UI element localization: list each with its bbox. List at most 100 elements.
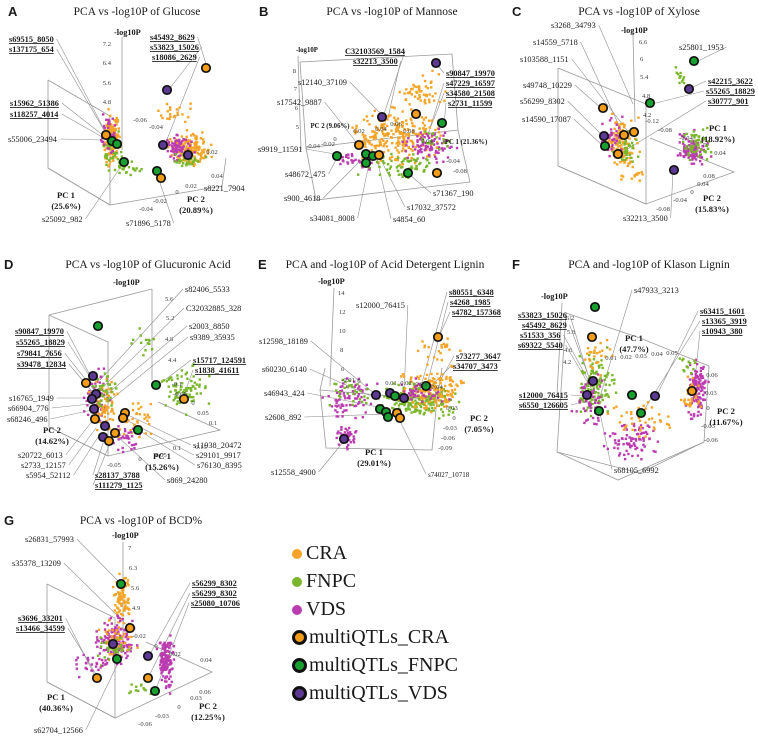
label-leader-line — [651, 90, 705, 105]
data-point — [107, 394, 110, 398]
data-point — [382, 132, 385, 136]
data-point — [413, 159, 417, 162]
data-point — [426, 159, 429, 162]
data-point — [693, 153, 696, 156]
data-point — [341, 378, 344, 382]
qtl-label: s46943_424 — [264, 389, 305, 398]
data-point — [398, 392, 401, 396]
multiqtl-point — [370, 389, 382, 401]
axis-tick: 0.02 — [353, 128, 365, 135]
data-point — [683, 155, 686, 159]
multiqtl-point — [389, 390, 401, 402]
data-point — [159, 661, 163, 664]
data-point — [628, 156, 631, 160]
data-point — [172, 115, 176, 119]
data-point — [419, 138, 422, 141]
data-point — [402, 401, 405, 405]
data-point — [608, 133, 612, 137]
data-point — [693, 155, 697, 159]
data-point — [385, 133, 388, 137]
axis-tick: 0 — [138, 456, 142, 463]
label-leader-line — [380, 159, 406, 208]
data-point — [166, 149, 169, 153]
data-point — [116, 392, 119, 396]
data-point — [127, 601, 130, 605]
data-point — [343, 431, 347, 434]
data-point — [117, 448, 120, 452]
data-point — [107, 122, 110, 126]
data-point — [680, 398, 683, 402]
data-point — [175, 402, 179, 406]
data-point — [705, 144, 708, 148]
multiqtl-point — [376, 111, 388, 123]
data-point — [413, 410, 416, 414]
data-point — [418, 127, 421, 130]
data-point — [103, 641, 106, 644]
data-point — [104, 128, 108, 132]
data-point — [106, 397, 110, 400]
data-point — [687, 156, 690, 159]
data-point — [118, 640, 121, 643]
data-point — [337, 430, 340, 433]
multiqtl-point — [398, 392, 410, 404]
data-point — [425, 94, 428, 98]
data-point — [614, 441, 617, 445]
data-point — [97, 668, 100, 672]
data-point — [412, 386, 415, 389]
data-point — [427, 402, 430, 405]
data-point — [416, 97, 420, 100]
data-point — [426, 355, 430, 359]
data-point — [128, 612, 131, 616]
data-point — [396, 155, 400, 159]
data-point — [169, 115, 172, 118]
label-leader-line — [573, 118, 604, 147]
data-point — [172, 658, 176, 661]
data-point — [694, 395, 698, 398]
axis-tick: 0 — [452, 415, 456, 422]
data-point — [159, 667, 162, 670]
data-point — [613, 138, 616, 141]
data-point — [130, 448, 133, 451]
data-point — [419, 405, 423, 409]
data-point — [640, 458, 643, 461]
data-point — [190, 134, 193, 137]
data-point — [617, 135, 620, 138]
multiqtl-point — [99, 420, 111, 432]
data-point — [378, 165, 381, 169]
data-point — [614, 391, 618, 394]
data-point — [378, 173, 382, 177]
data-point — [397, 122, 401, 125]
data-point — [203, 148, 206, 151]
data-point — [591, 369, 594, 372]
axis-tick: -0.09 — [438, 445, 452, 452]
qtl-label: s69322_5540 — [518, 341, 563, 350]
data-point — [164, 686, 168, 690]
data-point — [341, 156, 344, 159]
data-point — [586, 384, 589, 387]
data-point — [638, 419, 642, 422]
data-point — [411, 122, 414, 125]
data-point — [416, 157, 419, 160]
data-point — [390, 155, 394, 158]
data-point — [127, 635, 130, 639]
data-point — [610, 116, 613, 120]
data-point — [437, 349, 441, 353]
qtl-label: s32213_3500 — [623, 214, 668, 223]
data-point — [439, 134, 442, 137]
data-point — [422, 413, 425, 416]
data-point — [697, 138, 701, 142]
data-point — [607, 395, 610, 399]
data-point — [375, 144, 378, 147]
axis-tick: 0 — [191, 400, 195, 407]
panel-letter: B — [259, 4, 268, 19]
data-point — [443, 131, 447, 135]
data-point — [336, 432, 339, 435]
data-point — [444, 345, 447, 349]
data-point — [437, 146, 441, 149]
data-point — [387, 114, 391, 118]
data-point — [623, 152, 627, 155]
data-point — [210, 155, 213, 159]
data-point — [173, 147, 176, 151]
data-point — [621, 115, 624, 118]
data-point — [627, 152, 631, 155]
